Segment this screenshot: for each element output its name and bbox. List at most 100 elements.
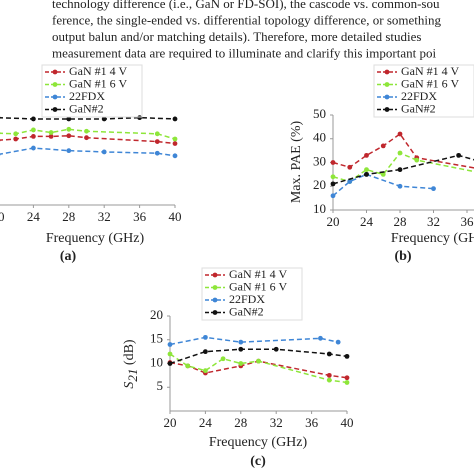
data-point xyxy=(48,130,54,135)
data-point xyxy=(185,363,191,369)
data-point xyxy=(380,143,386,149)
data-point xyxy=(172,136,178,142)
data-point xyxy=(414,157,420,163)
y-label-subscript: 21 xyxy=(125,369,140,382)
data-point xyxy=(397,167,403,173)
data-point xyxy=(326,351,332,357)
legend-label: GaN #1 4 V xyxy=(69,64,127,78)
y-label-unit: (dB) xyxy=(122,339,137,369)
chart: 20 24 28 32 36 40 Frequency (GHz) (a) GaN #1 4 V… xyxy=(0,64,182,264)
data-point xyxy=(167,342,173,347)
y-axis-label: S21 (dB) xyxy=(122,339,140,389)
series-line xyxy=(169,360,348,379)
series-line xyxy=(169,336,339,346)
data-point xyxy=(364,152,369,158)
data-point xyxy=(84,135,89,141)
data-point xyxy=(238,361,244,366)
data-point xyxy=(397,183,403,189)
legend-label: GaN #1 6 V xyxy=(401,76,459,90)
data-point xyxy=(326,377,332,383)
data-point xyxy=(31,116,36,122)
data-point xyxy=(330,193,336,199)
y-tick-label: 30 xyxy=(313,153,326,168)
x-tick-label: 28 xyxy=(394,214,407,229)
legend-label: GaN#2 xyxy=(69,101,104,115)
y-tick-label: 15 xyxy=(150,331,163,346)
legend-marker xyxy=(384,107,390,112)
data-point xyxy=(380,171,386,177)
y-axis-label: Max. PAE (%) xyxy=(289,121,304,204)
panel-label: (b) xyxy=(394,249,411,264)
data-point xyxy=(203,368,208,374)
legend-marker xyxy=(384,69,390,75)
legend-label: GaN #1 4 V xyxy=(401,64,459,78)
y-tick-label: 50 xyxy=(313,106,326,121)
x-tick-label: 24 xyxy=(199,415,213,430)
x-axis-label: Frequency (GHz) xyxy=(391,231,474,246)
data-point xyxy=(344,353,350,359)
data-point xyxy=(330,160,336,165)
data-point xyxy=(397,150,403,156)
data-point xyxy=(48,134,54,139)
series-line xyxy=(0,147,176,157)
data-point xyxy=(172,153,178,159)
legend-marker xyxy=(212,272,218,278)
legend-label: 22FDX xyxy=(401,89,437,103)
panel-label: (a) xyxy=(60,249,77,264)
legend-label: GaN#2 xyxy=(401,101,436,115)
x-tick-label: 32 xyxy=(98,209,111,224)
data-point xyxy=(330,174,336,180)
data-point xyxy=(335,339,341,345)
data-point xyxy=(344,375,350,381)
data-point xyxy=(347,179,353,184)
data-point xyxy=(318,335,323,341)
legend-marker xyxy=(52,69,58,75)
data-point xyxy=(66,116,72,122)
legend-label: GaN#2 xyxy=(229,304,264,318)
data-point xyxy=(31,127,36,133)
x-tick-label: 40 xyxy=(341,415,354,430)
x-axis-label: Frequency (GHz) xyxy=(46,231,145,246)
y-tick-label: 40 xyxy=(313,130,326,145)
data-point xyxy=(31,134,36,139)
legend-marker xyxy=(52,82,58,87)
legend-marker xyxy=(212,297,218,303)
legend-marker xyxy=(384,82,390,87)
paragraph-line: ference, the single-ended vs. differenti… xyxy=(52,12,442,27)
data-point xyxy=(238,346,244,352)
x-tick-label: 20 xyxy=(0,209,5,224)
legend-box xyxy=(373,64,474,118)
series-line xyxy=(169,353,348,384)
legend-marker xyxy=(52,94,58,100)
x-axis-label: Frequency (GHz) xyxy=(209,435,308,450)
legend-label: GaN #1 6 V xyxy=(229,279,287,293)
x-tick-label: 32 xyxy=(427,214,440,229)
data-point xyxy=(203,334,208,340)
data-point xyxy=(137,115,143,121)
x-tick-label: 20 xyxy=(164,415,177,430)
data-point xyxy=(31,145,36,151)
series-line xyxy=(0,116,176,120)
series-line xyxy=(169,348,348,365)
data-point xyxy=(101,116,107,122)
x-tick-label: 36 xyxy=(305,415,319,430)
legend-box xyxy=(41,64,143,118)
data-point xyxy=(13,131,19,137)
data-point xyxy=(344,380,350,385)
x-tick-label: 28 xyxy=(234,415,247,430)
x-tick-label: 24 xyxy=(27,209,41,224)
data-point xyxy=(431,186,436,192)
paragraph-line: measurement data are required to illumin… xyxy=(52,45,436,60)
legend-marker xyxy=(384,94,390,100)
data-point xyxy=(456,152,462,158)
y-tick-label: 20 xyxy=(313,177,326,192)
y-label-symbol: S xyxy=(122,382,137,389)
panel-label: (c) xyxy=(250,454,266,469)
x-tick-label: 40 xyxy=(169,209,182,224)
legend-label: GaN #1 4 V xyxy=(229,267,287,281)
y-tick-label: 10 xyxy=(150,354,163,369)
data-point xyxy=(101,149,107,155)
paragraph-line: technology difference (i.e., GaN or FD-S… xyxy=(52,0,440,11)
